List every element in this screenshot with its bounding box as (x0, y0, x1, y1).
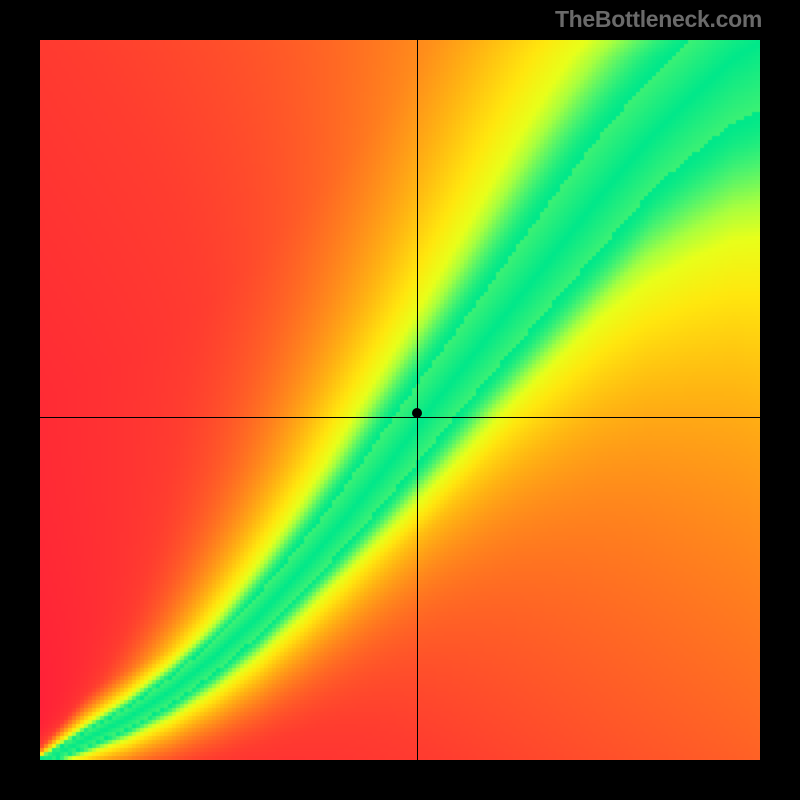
plot-area (40, 40, 760, 760)
crosshair-horizontal (40, 417, 760, 418)
heatmap-canvas (40, 40, 760, 760)
marker-dot (412, 408, 422, 418)
crosshair-vertical (417, 40, 418, 760)
attribution-text: TheBottleneck.com (555, 6, 762, 33)
